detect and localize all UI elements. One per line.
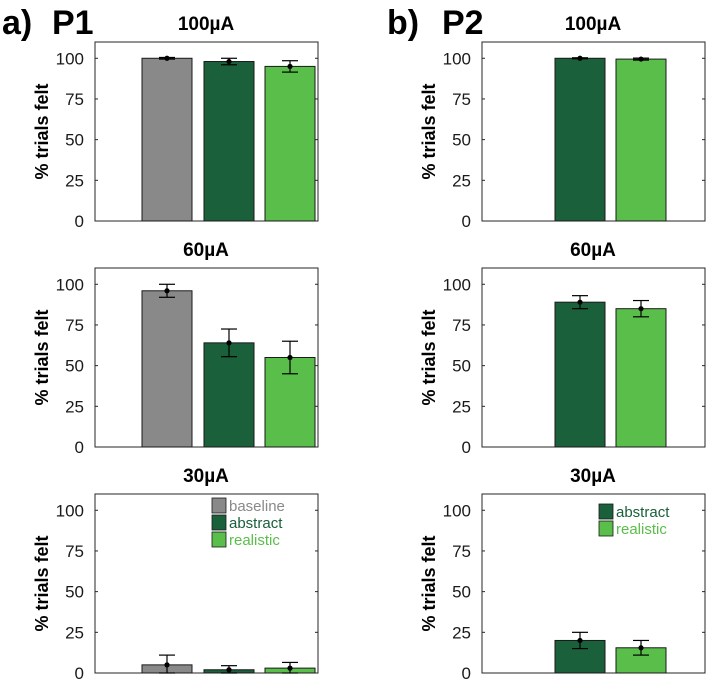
bar-baseline [141,57,193,222]
mean-point-abstract [226,340,232,346]
mean-point-abstract [226,667,232,673]
legend-label-realistic: realistic [616,521,667,538]
panel-b-name: P2 [442,4,484,42]
axes-frame [94,493,319,674]
y-tick-label: 25 [65,171,84,190]
bar-realistic [615,308,667,448]
y-tick-label: 50 [65,131,84,150]
mean-point-abstract [577,299,583,305]
mean-point-realistic [287,354,293,361]
panel-a-header: a) P1 [2,4,94,42]
y-axis-label: % trials felt [419,535,439,631]
legend-swatch-baseline [211,497,227,514]
y-axis-label: % trials felt [32,83,52,179]
y-tick-label: 25 [65,397,84,416]
bar-realistic [615,58,667,222]
y-tick-label: 75 [452,90,471,109]
mean-point-abstract [577,55,583,61]
y-tick-label: 50 [65,583,84,602]
mean-point-realistic [638,56,644,62]
y-tick-label: 75 [65,90,84,109]
y-tick-label: 75 [452,542,471,561]
y-tick-label: 100 [443,49,471,68]
mean-point-baseline [164,55,170,61]
chart-title: 100µA [565,14,622,35]
y-tick-label: 25 [452,397,471,416]
y-tick-label: 0 [75,438,84,457]
mean-point-abstract [577,637,583,644]
chart-p2-30ua: 30µA % trials felt 0 25 50 75 100 abstractreali… [419,466,706,680]
y-axis-label: % trials felt [419,309,439,405]
panel-b-letter: b) [387,4,419,42]
y-tick-label: 100 [443,501,471,520]
panel-a-letter: a) [2,4,32,42]
chart-p1-30ua: 30µA % trials felt 0 25 50 75 100 baselineabstr… [32,466,319,680]
y-tick-label: 0 [75,212,84,231]
mean-point-realistic [287,665,293,671]
legend-label-abstract: abstract [616,504,670,521]
y-axis-label: % trials felt [32,535,52,631]
bar-abstract [203,342,255,448]
legend-swatch-realistic [598,520,614,537]
panel-a-name: P1 [52,4,94,42]
chart-p1-60ua: 60µA % trials felt 0 25 50 75 100 [32,240,319,457]
y-tick-label: 100 [56,275,84,294]
chart-title: 60µA [570,240,616,261]
y-tick-label: 0 [462,664,471,680]
mean-point-baseline [164,288,170,294]
y-tick-label: 50 [452,583,471,602]
legend-label-abstract: abstract [229,515,283,532]
legend-label-baseline: baseline [229,498,285,515]
y-tick-label: 25 [65,623,84,642]
mean-point-realistic [638,306,644,312]
legend-label-realistic: realistic [229,532,280,549]
legend-swatch-abstract [211,514,227,531]
y-tick-label: 100 [56,49,84,68]
legend-swatch-realistic [211,531,227,548]
mean-point-abstract [226,58,232,65]
chart-title: 100µA [178,14,235,35]
chart-title: 60µA [183,240,229,261]
y-tick-label: 25 [452,623,471,642]
y-tick-label: 0 [462,438,471,457]
legend-swatch-abstract [598,503,614,520]
chart-p1-100ua: 100µA % trials felt 0 25 50 75 100 [32,14,319,231]
chart-p2-100ua: 100µA % trials felt 0 25 50 75 100 [419,14,706,231]
y-tick-label: 75 [65,542,84,561]
y-tick-label: 0 [462,212,471,231]
bar-abstract [554,301,606,448]
y-tick-label: 100 [443,275,471,294]
mean-point-realistic [287,63,293,70]
y-tick-label: 50 [65,357,84,376]
y-tick-label: 25 [452,171,471,190]
y-tick-label: 50 [452,357,471,376]
y-tick-label: 100 [56,501,84,520]
panel-b-header: b) P2 [387,4,484,42]
y-tick-label: 0 [75,664,84,680]
mean-point-realistic [638,645,644,651]
y-tick-label: 50 [452,131,471,150]
y-axis-label: % trials felt [32,309,52,405]
y-tick-label: 75 [65,316,84,335]
chart-title: 30µA [183,466,229,487]
bar-abstract [554,57,606,222]
chart-title: 30µA [570,466,616,487]
y-tick-label: 75 [452,316,471,335]
bar-abstract [203,61,255,222]
y-axis-label: % trials felt [419,83,439,179]
bar-realistic [264,65,316,222]
chart-p2-60ua: 60µA % trials felt 0 25 50 75 100 [419,240,706,457]
bar-baseline [141,290,193,448]
mean-point-baseline [164,662,170,668]
